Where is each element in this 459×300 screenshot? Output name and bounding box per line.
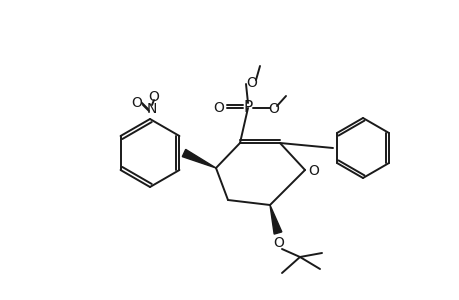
Polygon shape <box>182 149 216 168</box>
Text: O: O <box>268 102 279 116</box>
Text: O: O <box>213 101 224 115</box>
Text: O: O <box>131 96 142 110</box>
Text: O: O <box>308 164 319 178</box>
Text: O: O <box>148 90 159 104</box>
Polygon shape <box>269 205 281 234</box>
Text: O: O <box>246 76 257 90</box>
Text: P: P <box>243 100 252 116</box>
Text: O: O <box>273 236 284 250</box>
Text: N: N <box>146 102 157 116</box>
